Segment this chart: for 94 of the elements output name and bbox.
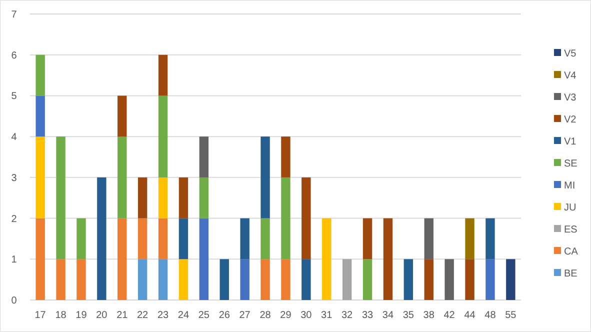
- bar: [56, 136, 66, 260]
- legend-label: V3: [564, 92, 577, 104]
- bar: [404, 259, 414, 300]
- bar: [118, 218, 127, 300]
- x-tick-label: 19: [76, 310, 88, 321]
- y-tick-label: 3: [11, 172, 18, 184]
- bar: [444, 259, 454, 300]
- bar: [36, 54, 45, 96]
- bar: [36, 136, 45, 218]
- y-tick-label: 6: [11, 50, 18, 62]
- bar: [486, 259, 495, 300]
- x-tick-label: 34: [382, 310, 394, 321]
- legend-label: JU: [564, 202, 576, 214]
- bar: [158, 218, 168, 260]
- bar: [199, 136, 209, 178]
- bar: [97, 177, 106, 300]
- x-tick-label: 44: [464, 310, 476, 321]
- bar: [178, 259, 188, 300]
- legend-label: CA: [564, 246, 578, 258]
- x-tick-label: 24: [178, 310, 190, 321]
- x-tick-label: 42: [444, 310, 456, 321]
- bar: [199, 218, 209, 300]
- bar: [240, 259, 250, 300]
- bar: [220, 259, 229, 300]
- bar: [56, 259, 66, 300]
- bar: [199, 177, 209, 218]
- bar: [36, 96, 45, 137]
- x-tick-label: 25: [198, 310, 210, 321]
- bar: [486, 218, 495, 260]
- bar: [240, 218, 250, 260]
- legend-label: V5: [564, 48, 577, 60]
- bar: [260, 218, 270, 260]
- x-tick-label: 55: [505, 310, 517, 321]
- x-tick-label: 33: [362, 310, 374, 321]
- bar: [302, 177, 311, 260]
- bar: [158, 177, 168, 218]
- x-tick-label: 17: [34, 310, 46, 321]
- bar: [424, 218, 434, 260]
- bar: [158, 96, 168, 178]
- bar: [260, 259, 270, 300]
- x-tick-label: 31: [321, 310, 333, 321]
- bar: [260, 136, 270, 218]
- x-tick-label: 20: [96, 310, 108, 321]
- y-tick-label: 5: [11, 91, 18, 102]
- bar: [118, 96, 127, 137]
- bar: [158, 259, 168, 300]
- bar: [281, 136, 290, 178]
- x-tick-label: 27: [239, 310, 251, 321]
- legend-label: V1: [564, 136, 577, 148]
- bar: [178, 177, 188, 218]
- x-tick-label: 29: [280, 310, 292, 321]
- y-tick-label: 0: [11, 296, 18, 306]
- x-tick-label: 23: [157, 310, 170, 321]
- y-tick-label: 2: [11, 214, 18, 225]
- bar: [138, 218, 148, 260]
- bar: [362, 218, 372, 260]
- bar: [36, 218, 45, 300]
- bar: [424, 259, 434, 300]
- legend-label: V2: [564, 114, 577, 126]
- bar: [506, 259, 516, 300]
- bar: [76, 218, 86, 260]
- x-tick-label: 48: [484, 310, 496, 321]
- bar: [281, 259, 290, 300]
- y-tick-label: 1: [11, 254, 18, 266]
- x-tick-label: 28: [260, 310, 272, 321]
- bar: [138, 177, 148, 218]
- y-tick-label: 4: [11, 132, 18, 144]
- bar: [465, 259, 474, 300]
- bar: [322, 218, 332, 300]
- legend-label: MI: [564, 180, 576, 192]
- bar: [342, 259, 352, 300]
- bar: [302, 259, 311, 300]
- x-tick-label: 35: [402, 310, 414, 321]
- bar: [178, 218, 188, 260]
- legend-label: SE: [564, 158, 578, 170]
- legend-label: ES: [564, 224, 578, 236]
- y-tick-label: 7: [11, 10, 18, 20]
- x-tick-label: 21: [116, 310, 128, 321]
- bar: [118, 136, 127, 218]
- x-tick-label: 30: [300, 310, 312, 321]
- legend-label: V4: [564, 70, 577, 82]
- x-tick-label: 38: [423, 310, 435, 321]
- x-tick-label: 18: [55, 310, 67, 321]
- x-tick-label: 32: [342, 310, 354, 321]
- bar: [362, 259, 372, 300]
- bar: [465, 218, 474, 260]
- bar: [76, 259, 86, 300]
- bar: [383, 218, 393, 300]
- bar: [138, 259, 148, 300]
- bar: [281, 177, 290, 260]
- x-tick-label: 22: [137, 310, 149, 321]
- legend-label: BE: [564, 268, 578, 280]
- bar: [158, 54, 168, 96]
- x-tick-label: 26: [218, 310, 230, 321]
